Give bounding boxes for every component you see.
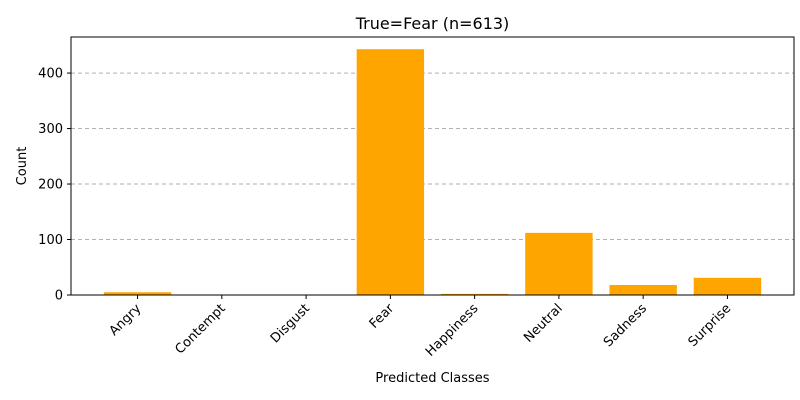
bar-fear bbox=[356, 49, 425, 295]
chart-title: True=Fear (n=613) bbox=[355, 14, 510, 33]
bar-angry bbox=[103, 292, 172, 295]
bar-happiness bbox=[440, 293, 509, 295]
y-tick-label: 300 bbox=[38, 122, 63, 137]
bar-sadness bbox=[609, 285, 677, 295]
y-tick-label: 200 bbox=[38, 178, 63, 193]
x-tick-label: Contempt bbox=[173, 301, 229, 357]
x-tick-label: Happiness bbox=[423, 301, 482, 360]
x-tick-label: Angry bbox=[107, 301, 145, 339]
y-tick-label: 400 bbox=[38, 67, 63, 82]
x-axis-label: Predicted Classes bbox=[375, 371, 489, 386]
x-tick-label: Disgust bbox=[268, 301, 313, 346]
y-axis-label: Count bbox=[15, 147, 30, 186]
bar-neutral bbox=[525, 232, 593, 295]
x-tick-label: Neutral bbox=[521, 301, 566, 346]
y-tick-label: 0 bbox=[55, 289, 63, 304]
x-tick-label: Fear bbox=[367, 301, 398, 332]
y-tick-label: 100 bbox=[38, 233, 63, 248]
y-axis-ticks: 0 100 200 300 400 bbox=[38, 67, 71, 304]
gridlines bbox=[71, 72, 794, 241]
x-tick-label: Sadness bbox=[601, 301, 650, 350]
bar-surprise bbox=[693, 277, 762, 295]
x-tick-label: Surprise bbox=[686, 301, 735, 350]
plot-frame bbox=[70, 36, 795, 296]
x-axis-ticks: Angry Contempt Disgust Fear Happiness Neutral… bbox=[107, 295, 735, 360]
bars bbox=[103, 49, 762, 295]
